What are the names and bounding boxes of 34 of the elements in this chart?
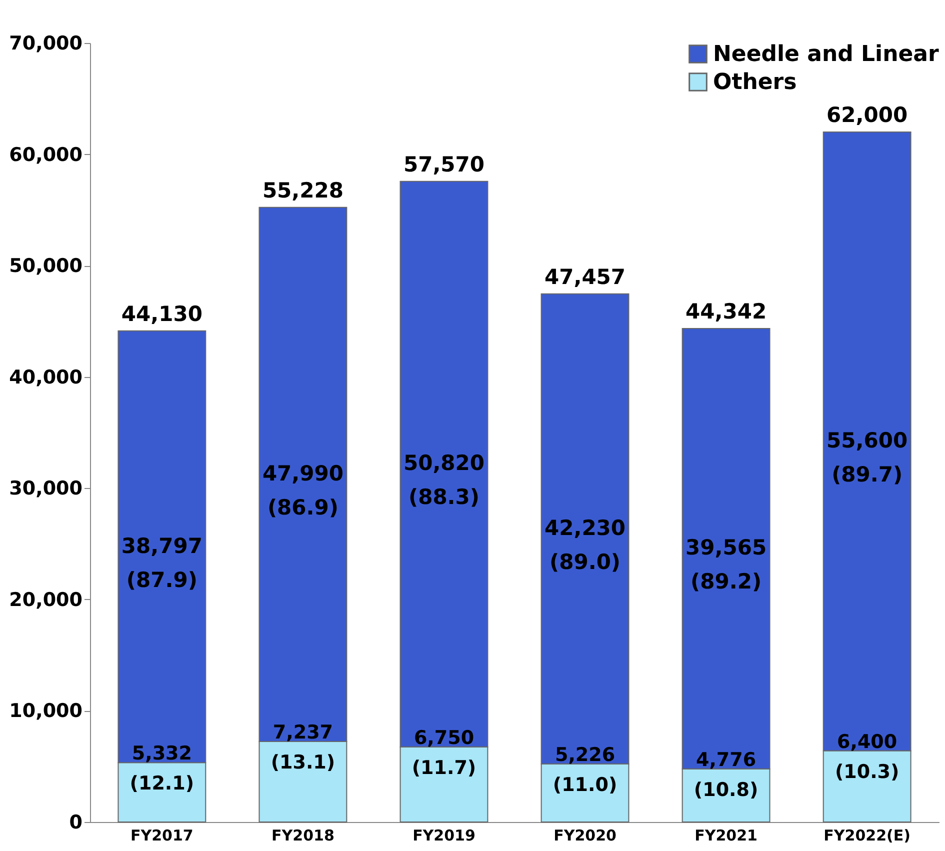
total-label: 57,570 xyxy=(403,152,485,176)
legend-label: Needle and Linear xyxy=(713,42,940,67)
x-tick-label: FY2021 xyxy=(694,826,758,844)
y-tick-label: 40,000 xyxy=(9,366,82,388)
total-label: 44,130 xyxy=(121,302,202,326)
data-label: 38,797 (87.9) xyxy=(121,534,202,592)
y-tick-label: 10,000 xyxy=(9,700,82,722)
total-label: 55,228 xyxy=(262,178,344,202)
total-label: 62,000 xyxy=(826,103,908,128)
data-label: 4,776 (10.8) xyxy=(694,748,758,801)
legend-label: Others xyxy=(713,70,797,95)
x-tick-label: FY2017 xyxy=(130,826,194,844)
x-tick-label: FY2018 xyxy=(272,826,334,844)
data-label: 6,400 (10.3) xyxy=(834,730,900,783)
data-label: 5,226 (11.0) xyxy=(552,744,618,796)
total-label: 44,342 xyxy=(686,300,767,324)
y-tick-label: 50,000 xyxy=(9,255,82,278)
data-label: 47,990 (86.9) xyxy=(262,461,344,520)
data-label: 55,600 (89.7) xyxy=(826,428,908,486)
data-label: 50,820 (88.3) xyxy=(403,451,485,510)
y-tick-label: 0 xyxy=(69,812,82,834)
y-tick-label: 60,000 xyxy=(9,144,82,166)
data-label: 39,565 (89.2) xyxy=(686,536,767,594)
x-tick-label: FY2020 xyxy=(554,826,616,844)
total-label: 47,457 xyxy=(544,264,626,289)
y-tick-label: 70,000 xyxy=(9,32,82,54)
y-tick-label: 20,000 xyxy=(9,588,82,611)
data-label: 42,230 (89.0) xyxy=(544,516,626,574)
x-tick-label: FY2019 xyxy=(412,826,476,844)
y-tick-label: 30,000 xyxy=(9,478,82,500)
data-label: 7,237 (13.1) xyxy=(270,721,336,774)
data-label: 6,750 (11.7) xyxy=(412,726,476,779)
data-label: 5,332 (12.1) xyxy=(130,742,194,795)
x-tick-label: FY2022(E) xyxy=(824,826,910,844)
